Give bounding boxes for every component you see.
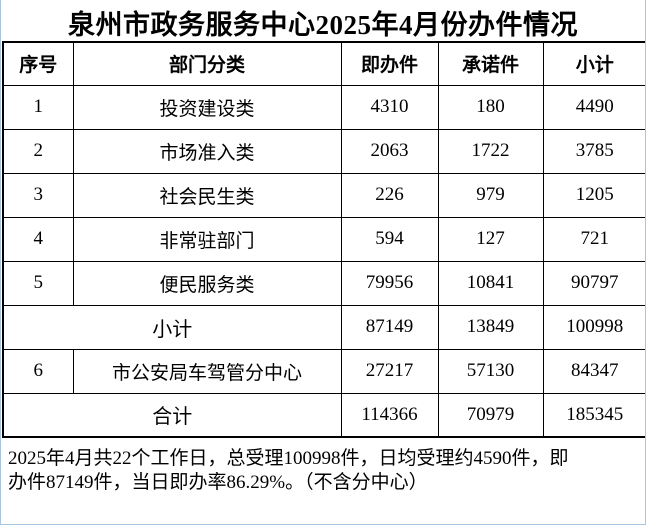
cell-subtotal: 90797 (542, 260, 645, 306)
cell-immediate: 594 (340, 216, 439, 262)
cell-promised: 1722 (437, 128, 544, 174)
cell-dept: 市场准入类 (72, 128, 342, 174)
footer-note-line1: 2025年4月共22个工作日，总受理100998件，日均受理约4590件，即 (8, 448, 569, 469)
cell-dept: 市公安局车驾管分中心 (72, 348, 342, 394)
cell-subtotal: 84347 (542, 348, 645, 394)
cell-promised: 70979 (437, 392, 544, 438)
cell-immediate: 4310 (340, 84, 439, 130)
cell-no: 5 (2, 260, 74, 306)
cell-no: 2 (2, 128, 74, 174)
cell-immediate: 114366 (340, 392, 439, 438)
total-row: 合计 114366 70979 185345 (2, 392, 645, 438)
cell-dept: 非常驻部门 (72, 216, 342, 262)
table-row: 1 投资建设类 4310 180 4490 (2, 84, 645, 130)
cell-no: 1 (2, 84, 74, 130)
cell-dept: 社会民生类 (72, 172, 342, 218)
cell-subtotal: 721 (542, 216, 645, 262)
header-cell-subtotal: 小计 (542, 41, 645, 86)
footer-note-line2: 办件87149件，当日即办率86.29%。（不含分中心） (8, 472, 428, 493)
cell-promised: 127 (437, 216, 544, 262)
cell-subtotal: 1205 (542, 172, 645, 218)
header-row: 序号 部门分类 即办件 承诺件 小计 (2, 41, 645, 86)
footer-note: 2025年4月共22个工作日，总受理100998件，日均受理约4590件，即 办… (1, 438, 645, 495)
header-cell-promised: 承诺件 (437, 41, 544, 86)
table-row: 2 市场准入类 2063 1722 3785 (2, 128, 645, 174)
page-title: 泉州市政务服务中心2025年4月份办件情况 (68, 10, 578, 40)
cell-immediate: 226 (340, 172, 439, 218)
stats-table: 序号 部门分类 即办件 承诺件 小计 1 投资建设类 4310 180 4490… (2, 41, 645, 438)
cell-subtotal: 4490 (542, 84, 645, 130)
cell-promised: 180 (437, 84, 544, 130)
cell-no: 3 (2, 172, 74, 218)
cell-dept: 便民服务类 (72, 260, 342, 306)
cell-subtotal: 3785 (542, 128, 645, 174)
cell-promised: 979 (437, 172, 544, 218)
header-cell-immediate: 即办件 (340, 41, 439, 86)
subtotal-row: 小计 87149 13849 100998 (2, 304, 645, 350)
header-cell-dept: 部门分类 (72, 41, 342, 86)
total-label-cell: 合计 (2, 392, 342, 438)
cell-no: 4 (2, 216, 74, 262)
cell-immediate: 79956 (340, 260, 439, 306)
subtotal-label-cell: 小计 (2, 304, 342, 350)
table-row: 5 便民服务类 79956 10841 90797 (2, 260, 645, 306)
table-row: 4 非常驻部门 594 127 721 (2, 216, 645, 262)
table-row: 3 社会民生类 226 979 1205 (2, 172, 645, 218)
cell-dept: 投资建设类 (72, 84, 342, 130)
cell-promised: 57130 (437, 348, 544, 394)
cell-immediate: 2063 (340, 128, 439, 174)
cell-immediate: 87149 (340, 304, 439, 350)
cell-no: 6 (2, 348, 74, 394)
branch-row: 6 市公安局车驾管分中心 27217 57130 84347 (2, 348, 645, 394)
cell-immediate: 27217 (340, 348, 439, 394)
cell-promised: 10841 (437, 260, 544, 306)
cell-promised: 13849 (437, 304, 544, 350)
cell-subtotal: 100998 (542, 304, 645, 350)
header-cell-no: 序号 (2, 41, 74, 86)
cell-subtotal: 185345 (542, 392, 645, 438)
